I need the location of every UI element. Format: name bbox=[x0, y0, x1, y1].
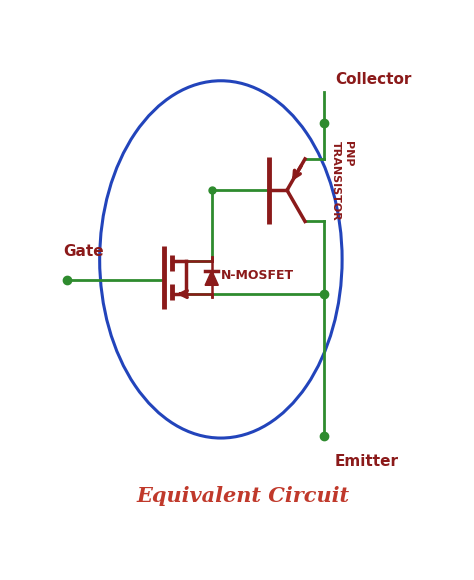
Text: PNP
TRANSISTOR: PNP TRANSISTOR bbox=[331, 142, 354, 221]
Text: Equivalent Circuit: Equivalent Circuit bbox=[137, 486, 349, 506]
Text: Gate: Gate bbox=[63, 244, 103, 259]
Polygon shape bbox=[205, 270, 219, 285]
Text: Collector: Collector bbox=[335, 72, 411, 88]
Text: Emitter: Emitter bbox=[335, 454, 399, 469]
Text: N-MOSFET: N-MOSFET bbox=[221, 269, 294, 281]
